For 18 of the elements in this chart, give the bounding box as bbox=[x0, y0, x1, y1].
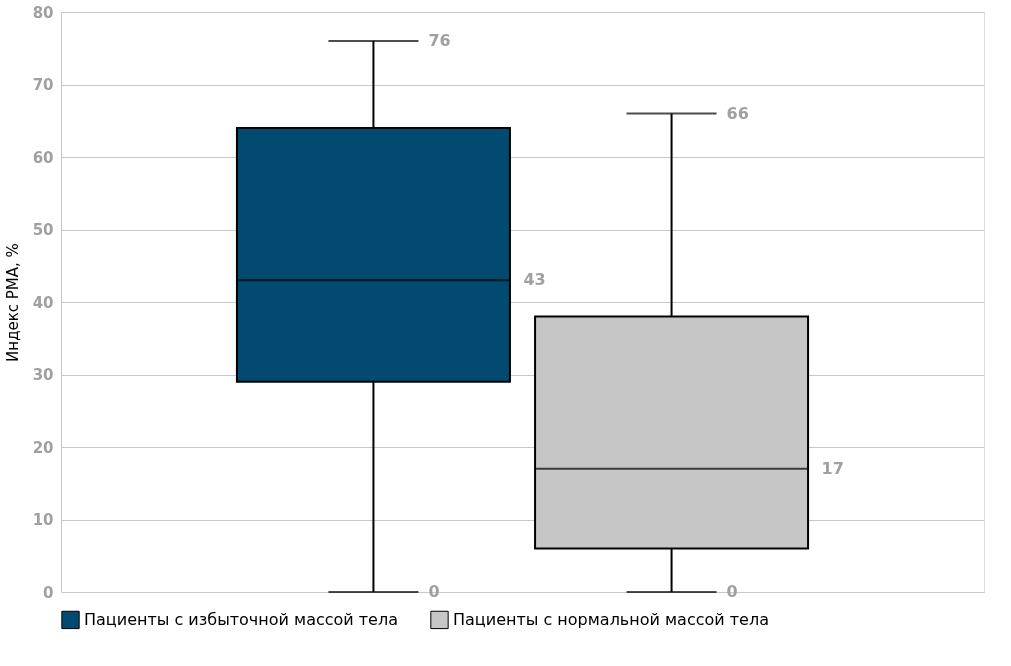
legend-label: Пациенты с избыточной массой тела bbox=[84, 609, 398, 629]
y-tick-label: 50 bbox=[32, 221, 54, 239]
y-tick-label: 40 bbox=[32, 293, 54, 312]
annotation: 66 bbox=[726, 103, 749, 123]
y-tick-label: 20 bbox=[32, 438, 54, 457]
annotation: 0 bbox=[726, 582, 738, 601]
annotation: 76 bbox=[428, 31, 451, 50]
y-axis-title: Индекс РМА, % bbox=[3, 243, 22, 362]
y-tick-label: 60 bbox=[32, 148, 54, 167]
annotation: 17 bbox=[821, 458, 844, 478]
y-tick-label: 70 bbox=[32, 76, 54, 94]
y-tick-label: 30 bbox=[32, 366, 54, 384]
y-tick-label: 10 bbox=[32, 511, 54, 529]
annotation: 0 bbox=[428, 582, 440, 601]
y-tick-label: 0 bbox=[43, 583, 54, 602]
y-tick-label: 80 bbox=[32, 3, 54, 22]
annotation: 43 bbox=[523, 270, 546, 290]
legend-label: Пациенты с нормальной массой тела bbox=[453, 609, 769, 629]
